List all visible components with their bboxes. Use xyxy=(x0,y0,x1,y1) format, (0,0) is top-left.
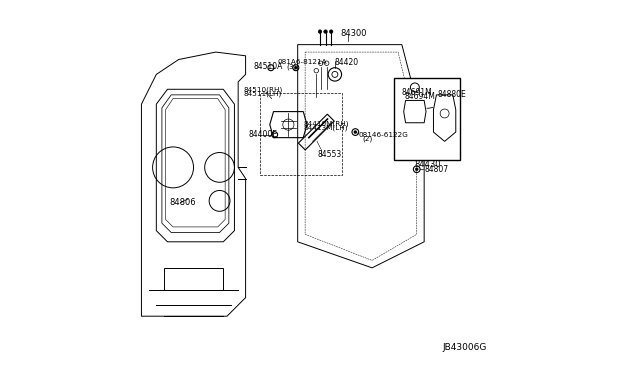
Bar xyxy=(394,78,460,160)
Text: 84691M: 84691M xyxy=(402,88,433,97)
Text: JB43006G: JB43006G xyxy=(443,343,487,352)
Text: 84430: 84430 xyxy=(415,160,442,169)
Text: 84400E: 84400E xyxy=(248,130,278,139)
Text: 84511(LH): 84511(LH) xyxy=(244,91,282,97)
Circle shape xyxy=(324,30,328,33)
Text: 84510A: 84510A xyxy=(254,62,283,71)
Bar xyxy=(260,93,342,175)
Text: 08146-6122G: 08146-6122G xyxy=(358,132,408,138)
Bar xyxy=(164,268,223,290)
Circle shape xyxy=(318,30,322,33)
Text: 84880E: 84880E xyxy=(437,90,466,99)
Text: (2): (2) xyxy=(362,135,372,142)
Text: 84807: 84807 xyxy=(424,165,448,174)
Text: 84694M: 84694M xyxy=(405,92,436,101)
Circle shape xyxy=(415,168,418,171)
Text: 84410M(RH): 84410M(RH) xyxy=(303,120,349,127)
Text: 84300: 84300 xyxy=(340,29,367,38)
Text: 84553: 84553 xyxy=(317,150,342,159)
Circle shape xyxy=(330,30,333,33)
Text: (3): (3) xyxy=(287,64,297,70)
Text: 84420: 84420 xyxy=(334,58,358,67)
Text: 84413M(LH): 84413M(LH) xyxy=(303,125,348,131)
Circle shape xyxy=(294,66,298,69)
Text: 081A6-8121A: 081A6-8121A xyxy=(278,60,328,65)
Text: 84510(RH): 84510(RH) xyxy=(244,87,283,93)
Circle shape xyxy=(354,131,357,134)
Text: 84806: 84806 xyxy=(170,198,196,207)
